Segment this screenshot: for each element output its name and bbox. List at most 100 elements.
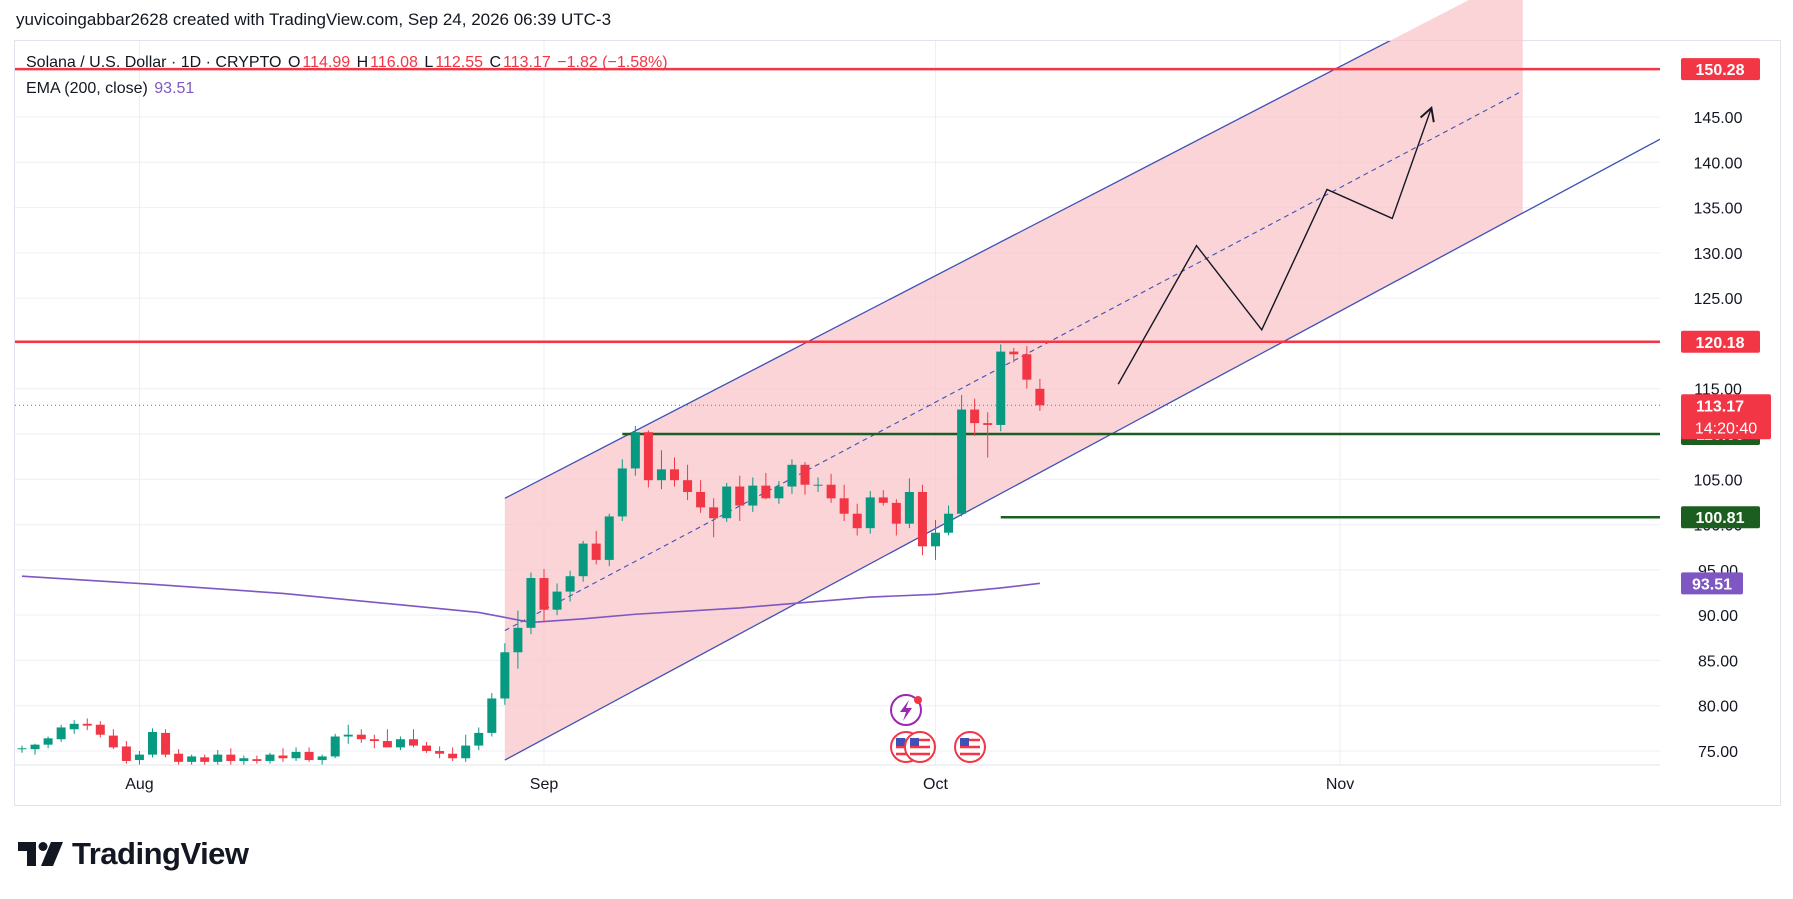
candle: [474, 727, 484, 751]
candle-body: [787, 464, 797, 487]
us-flag-icon: [954, 731, 986, 763]
candle: [617, 459, 627, 521]
tradingview-logo-icon: [18, 842, 63, 866]
open-label: O: [287, 54, 301, 71]
change-value: −1.82 (−1.58%): [557, 54, 668, 71]
chart-frame: [14, 40, 1781, 806]
candle-body: [291, 751, 301, 759]
candle-body: [461, 745, 471, 759]
tradingview-logo[interactable]: TradingView: [18, 836, 249, 872]
candle: [826, 473, 836, 503]
price-tick-label: 85.00: [1698, 653, 1738, 670]
candle-body: [148, 731, 157, 755]
candle: [265, 752, 275, 764]
candle-body: [526, 578, 536, 628]
candle-body: [826, 484, 836, 499]
candle: [983, 412, 993, 458]
candle-body: [931, 532, 940, 547]
candle: [996, 344, 1006, 432]
candle-body: [904, 491, 914, 524]
candle-body: [56, 727, 66, 740]
low-value: 112.55: [435, 54, 484, 71]
candle-body: [278, 755, 288, 759]
candle: [917, 484, 927, 556]
candle-body: [213, 754, 223, 762]
candle: [82, 718, 92, 731]
candle: [787, 459, 797, 494]
candle: [670, 457, 679, 487]
candle: [461, 734, 471, 762]
price-tick-label: 130.00: [1694, 246, 1743, 263]
ema-200-line: [21, 575, 1040, 624]
low-label: L: [424, 54, 434, 71]
price-tick-label: 105.00: [1694, 472, 1743, 489]
candle: [852, 503, 862, 536]
candle: [30, 743, 40, 755]
time-axis[interactable]: Aug Sep Oct Nov: [125, 776, 1354, 793]
candle-body: [1022, 354, 1032, 380]
candle: [552, 583, 562, 616]
candle-body: [252, 759, 262, 761]
candle-body: [683, 480, 693, 492]
level-tag-text: 150.28: [1696, 62, 1745, 79]
price-tick-label: 80.00: [1698, 699, 1738, 716]
candle-body: [108, 735, 118, 748]
candle: [904, 478, 914, 529]
candle-body: [839, 498, 849, 514]
candle: [957, 395, 967, 517]
candle-body: [944, 513, 954, 533]
candle: [891, 499, 901, 536]
candle-body: [774, 486, 784, 499]
candle: [1009, 347, 1019, 363]
candle: [630, 425, 640, 476]
candle: [291, 747, 301, 761]
level-tag-100.81: [1681, 506, 1760, 529]
candle: [839, 484, 849, 521]
candle: [878, 490, 888, 506]
channel-lower-line: [504, 138, 1660, 761]
events[interactable]: [890, 694, 986, 763]
ema-value: 93.51: [154, 80, 195, 97]
tradingview-wordmark: TradingView: [72, 836, 249, 871]
candle-body: [917, 491, 927, 547]
candle-body: [174, 753, 184, 762]
symbol-name: Solana / U.S. Dollar · 1D · CRYPTO: [26, 54, 282, 71]
candle-body: [865, 497, 875, 529]
candle-body: [1009, 351, 1019, 355]
legend-ema: EMA (200, close) 93.51: [26, 80, 196, 98]
candle: [317, 754, 327, 765]
candle: [213, 750, 223, 765]
candle-body: [996, 351, 1006, 425]
candle-body: [448, 753, 458, 759]
candle: [17, 745, 27, 753]
projection-path[interactable]: [1117, 106, 1435, 385]
time-tick-label: Nov: [1326, 776, 1354, 793]
candle-body: [422, 745, 432, 751]
candle: [95, 721, 105, 738]
candle: [252, 755, 262, 764]
candle: [121, 741, 131, 764]
flag-canton: [896, 738, 905, 746]
candle-body: [200, 757, 210, 762]
candle: [735, 475, 745, 521]
price-tags: 150.28120.18110.00100.81113.1714:20:4093…: [1681, 58, 1771, 595]
candle-body: [30, 744, 40, 750]
candle-body: [330, 736, 340, 757]
candle: [1035, 378, 1045, 411]
candle-body: [409, 739, 418, 746]
candle-body: [591, 543, 601, 560]
candle-body: [43, 738, 53, 745]
notification-dot: [914, 696, 922, 704]
projection-arrow: [1117, 106, 1435, 385]
ema-label: EMA (200, close): [26, 80, 148, 97]
candle-body: [161, 732, 171, 755]
candle: [43, 736, 53, 749]
candle: [278, 748, 288, 762]
close-value: 113.17: [503, 54, 551, 71]
flag-canton: [960, 738, 969, 746]
level-tag-120.18: [1681, 330, 1760, 353]
horizontal-levels[interactable]: [15, 67, 1660, 519]
parallel-channel[interactable]: [504, 0, 1726, 761]
candle-body: [656, 469, 666, 481]
